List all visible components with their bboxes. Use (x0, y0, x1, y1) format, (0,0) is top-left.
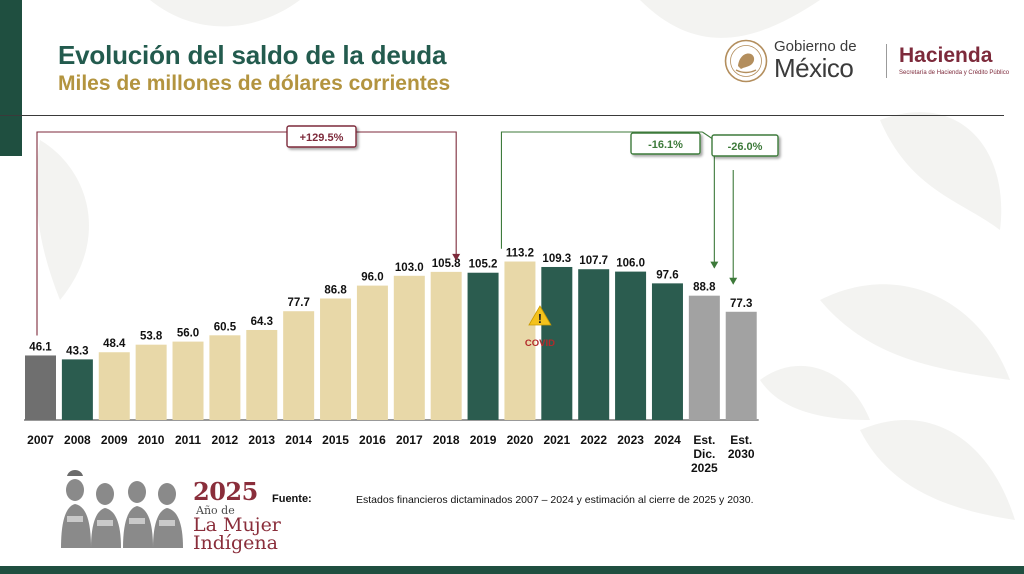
indigenous-women-illustration (61, 470, 183, 548)
bar-value-label: 48.4 (103, 338, 126, 350)
x-tick-label: 2016 (359, 433, 386, 447)
bar-value-label: 96.0 (361, 272, 383, 284)
bar-2 (98, 352, 130, 420)
x-tick-label: 2021 (543, 433, 571, 447)
bar-17 (651, 283, 683, 420)
bar-8 (320, 298, 352, 420)
bar-0 (25, 355, 56, 420)
bar-value-label: 46.1 (29, 341, 52, 353)
bar-7 (283, 311, 315, 420)
x-tick-label: Est. 2030 (727, 433, 755, 461)
commemorative-line1: La Mujer (193, 514, 281, 536)
bar-11 (430, 271, 462, 420)
debt-bar-chart: 46.1 43.3 48.4 53.8 56.0 60.5 64.3 77.7 86.8 96.0… (24, 125, 779, 421)
bar-value-label: 43.3 (66, 345, 88, 357)
bottom-accent-bar (0, 566, 1024, 574)
bar-12 (467, 272, 499, 420)
bar-value-label: 53.8 (140, 331, 163, 343)
x-tick-label: 2024 (654, 433, 681, 447)
bar-13 (504, 261, 536, 420)
left-accent-bar (0, 0, 22, 156)
covid-annotation: COVID (525, 338, 555, 349)
warning-icon (528, 305, 552, 326)
x-tick-label: 2019 (469, 433, 497, 447)
bar-value-label: 103.0 (395, 262, 424, 274)
bar-6 (246, 329, 278, 420)
warning-exclamation: ! (538, 311, 542, 326)
bar-19 (725, 311, 757, 420)
decline-2025-callout-box (630, 132, 701, 155)
bar-value-label: 105.2 (469, 259, 498, 271)
hacienda-subtitle: Secretaría de Hacienda y Crédito Público (899, 70, 1010, 76)
x-tick-label: 2012 (211, 433, 239, 447)
x-tick-label: 2022 (580, 433, 608, 447)
x-tick-label: 2014 (285, 433, 312, 447)
bar-value-label: 60.5 (214, 321, 237, 333)
bar-3 (135, 344, 167, 420)
logo-separator (886, 44, 887, 78)
bar-value-label: 56.0 (177, 328, 199, 340)
x-tick-label: 2007 (27, 433, 54, 447)
bar-value-label: 106.0 (616, 258, 645, 270)
bar-10 (393, 275, 425, 420)
x-tick-label: 2008 (64, 433, 91, 447)
decline-2025-arrowhead (710, 261, 719, 269)
bar-5 (209, 335, 241, 420)
bar-16 (615, 271, 647, 420)
growth-callout-box (286, 125, 357, 148)
growth-callout-text: +129.5% (300, 132, 344, 144)
source-label: Fuente: (272, 493, 312, 505)
x-tick-label: 2011 (174, 433, 202, 447)
bar-14 (541, 266, 573, 420)
decline-2025-bracket-line (500, 131, 703, 249)
bar-value-label: 64.3 (251, 316, 273, 328)
decline-2030-arrowhead (729, 277, 738, 285)
bar-value-label: 97.6 (656, 269, 678, 281)
bar-value-label: 77.3 (730, 298, 752, 310)
growth-arrowhead (452, 253, 461, 261)
decline-2030-callout-text: -26.0% (728, 141, 763, 153)
commemorative-line2: Indígena (193, 532, 278, 554)
commemorative-year: 2025 (193, 477, 258, 506)
bar-value-label: 86.8 (324, 284, 347, 296)
bar-value-label: 109.3 (542, 253, 571, 265)
bar-9 (356, 285, 388, 420)
source-text: Estados financieros dictaminados 2007 – … (356, 494, 754, 506)
x-tick-label: 2018 (432, 433, 460, 447)
commemorative-ano-de: Año de (196, 504, 235, 517)
x-tick-label: 2010 (137, 433, 165, 447)
x-tick-label: Est. Dic. 2025 (690, 433, 718, 475)
bar-value-label: 107.7 (579, 255, 608, 267)
bar-18 (688, 295, 720, 420)
x-tick-label: 2015 (322, 433, 349, 447)
bar-value-label: 77.7 (287, 297, 309, 309)
header-divider (0, 115, 1004, 116)
page-title: Evolución del saldo de la deuda (58, 40, 447, 70)
x-tick-label: 2009 (100, 433, 128, 447)
gobierno-de-mexico-logo: Gobierno de México (724, 37, 884, 83)
gobierno-line2: México (774, 53, 854, 83)
decline-2025-callout-text: -16.1% (648, 139, 683, 151)
bar-15 (578, 269, 610, 420)
bar-value-label: 88.8 (693, 282, 716, 294)
gobierno-line1: Gobierno de (774, 38, 857, 55)
bar-value-label: 105.8 (432, 258, 461, 270)
decline-2030-callout-box (711, 134, 779, 157)
bar-1 (61, 359, 93, 420)
growth-bracket-line (36, 131, 457, 336)
bar-value-label: 113.2 (506, 248, 534, 260)
bar-4 (172, 341, 204, 420)
x-tick-label: 2023 (617, 433, 644, 447)
x-tick-label: 2020 (506, 433, 534, 447)
x-tick-label: 2017 (395, 433, 423, 447)
x-tick-label: 2013 (248, 433, 276, 447)
page-subtitle: Miles de millones de dólares corrientes (58, 72, 451, 95)
national-seal-icon (724, 39, 768, 83)
hacienda-logo-text: Hacienda (899, 44, 993, 67)
